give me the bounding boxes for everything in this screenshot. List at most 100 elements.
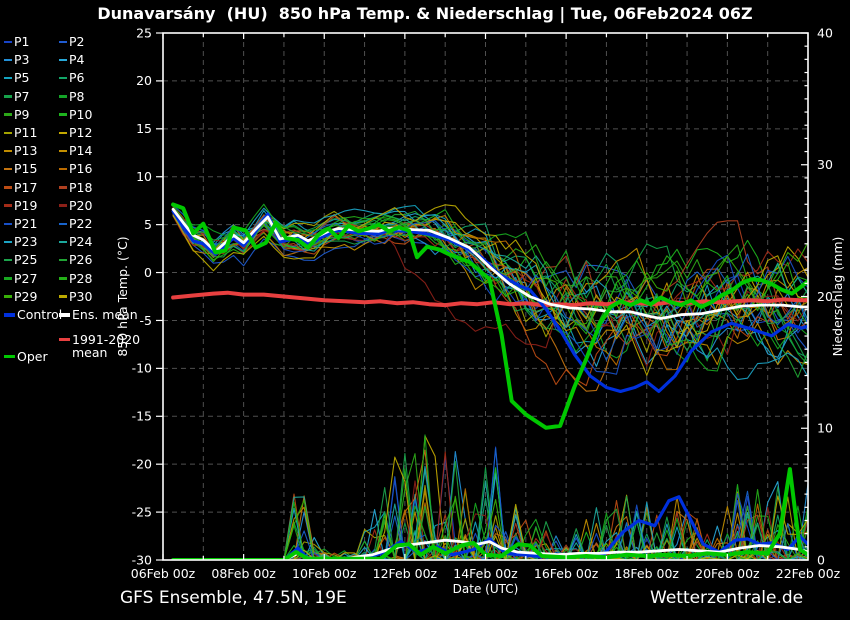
legend-swatch: [4, 240, 12, 244]
legend-label: P17: [14, 179, 38, 195]
axis-labels: 25 20 15 10 5 0 -5 -10 -15 -20 -25 -30 40 30 20 10 0 06Fe…: [115, 25, 845, 596]
legend-swatch: [4, 277, 12, 280]
legend-swatch: [4, 204, 12, 207]
legend: P1 P2 P3 P4 P5 P6 P7 P8 P9 P10 P11 P12 P13 P14 P15 P16 P…: [4, 0, 164, 560]
svg-text:25: 25: [136, 25, 152, 40]
legend-swatch: [4, 258, 12, 262]
series-oper: [171, 202, 808, 430]
legend-label: P18: [69, 179, 93, 195]
svg-text:30: 30: [817, 157, 833, 172]
legend-item-p30: P30: [59, 290, 92, 304]
axis-ticks: [156, 32, 809, 561]
legend-item-p11: P11: [4, 126, 37, 140]
legend-swatch: [4, 131, 12, 134]
member-temp-p23: [172, 207, 808, 381]
series-oper-precip: [171, 467, 808, 560]
member-precip-p22: [172, 447, 808, 560]
member-temp-p30: [172, 204, 808, 376]
legend-label: P5: [14, 70, 30, 86]
svg-text:0: 0: [144, 265, 152, 280]
legend-swatch: [59, 95, 67, 98]
legend-label: P1: [14, 34, 30, 49]
legend-item-p10: P10: [59, 108, 92, 122]
svg-text:-30: -30: [132, 552, 152, 567]
legend-item-p28: P28: [59, 272, 92, 286]
legend-item-p8: P8: [59, 90, 85, 104]
ensemble-members: [172, 203, 808, 560]
legend-swatch: [4, 186, 12, 189]
legend-swatch: [59, 40, 67, 43]
legend-item-p3: P3: [4, 53, 30, 67]
legend-label: P14: [69, 143, 93, 159]
legend-label: Oper: [17, 348, 48, 364]
legend-item-p21: P21: [4, 217, 37, 231]
legend-label: Ens. mean: [72, 307, 138, 322]
svg-text:22Feb 00z: 22Feb 00z: [776, 566, 841, 581]
legend-item-p25: P25: [4, 253, 37, 267]
svg-text:10: 10: [817, 421, 833, 436]
legend-label: P9: [14, 106, 30, 122]
legend-label: Control: [17, 307, 63, 322]
svg-text:-20: -20: [132, 456, 152, 471]
x-axis-title: Date (UTC): [453, 582, 519, 596]
legend-swatch: [59, 113, 67, 116]
legend-swatch: [4, 295, 12, 298]
svg-text:0: 0: [817, 552, 825, 567]
legend-label: P26: [69, 252, 93, 268]
member-temp-p27: [172, 203, 808, 372]
legend-swatch: [4, 313, 15, 317]
legend-swatch: [59, 277, 67, 280]
legend-item-p4: P4: [59, 53, 85, 67]
member-precip-p7: [172, 467, 808, 560]
legend-label: P3: [14, 52, 30, 68]
svg-text:-15: -15: [132, 409, 152, 424]
legend-item-p29: P29: [4, 290, 37, 304]
svg-text:06Feb 00z: 06Feb 00z: [131, 566, 196, 581]
legend-item-p2: P2: [59, 35, 85, 49]
legend-item-1991-2020-mean: 1991-2020 mean: [59, 332, 150, 360]
legend-swatch: [59, 149, 67, 153]
legend-item-p5: P5: [4, 71, 30, 85]
svg-text:10: 10: [136, 169, 152, 184]
legend-label: P29: [14, 288, 38, 304]
legend-label: P11: [14, 125, 38, 140]
legend-swatch: [4, 149, 12, 153]
legend-item-p7: P7: [4, 90, 30, 104]
legend-label: P20: [69, 197, 93, 213]
member-temp-p15: [172, 205, 808, 392]
svg-text:15: 15: [136, 121, 152, 136]
legend-item-oper: Oper: [4, 350, 48, 364]
legend-swatch: [59, 76, 67, 80]
legend-swatch: [59, 186, 67, 189]
legend-item-p26: P26: [59, 253, 92, 267]
member-temp-p22: [172, 204, 808, 361]
svg-text:16Feb 00z: 16Feb 00z: [534, 566, 599, 581]
svg-text:-10: -10: [132, 361, 152, 376]
member-precip-p29: [172, 495, 808, 560]
svg-text:40: 40: [817, 25, 833, 40]
legend-label: P30: [69, 288, 93, 304]
legend-swatch: [59, 222, 67, 225]
legend-item-p23: P23: [4, 235, 37, 249]
svg-text:-5: -5: [140, 313, 152, 328]
left-axis-title: 850 hPa Temp. (°C): [115, 236, 130, 356]
svg-text:20Feb 00z: 20Feb 00z: [695, 566, 760, 581]
legend-item-p18: P18: [59, 181, 92, 195]
svg-text:-25: -25: [132, 504, 152, 519]
site-credit-text: Wetterzentrale.de: [650, 588, 804, 608]
legend-swatch: [4, 222, 12, 225]
legend-item-p19: P19: [4, 199, 37, 213]
legend-swatch: [59, 167, 67, 171]
legend-swatch: [59, 337, 70, 342]
legend-item-p1: P1: [4, 35, 30, 49]
legend-label: P13: [14, 143, 38, 159]
legend-label: P15: [14, 161, 38, 177]
legend-item-p22: P22: [59, 217, 92, 231]
legend-label: P19: [14, 197, 38, 213]
legend-label: P16: [69, 161, 93, 177]
svg-text:10Feb 00z: 10Feb 00z: [292, 566, 357, 581]
legend-label: P7: [14, 88, 30, 104]
legend-item-p6: P6: [59, 71, 85, 85]
svg-text:20: 20: [136, 73, 152, 88]
